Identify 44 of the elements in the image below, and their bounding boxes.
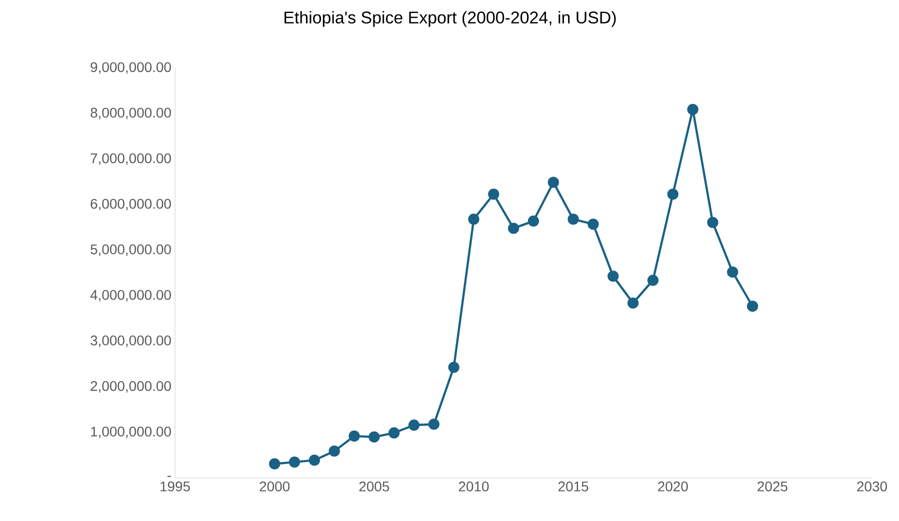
point bbox=[328, 446, 340, 457]
y-tick-label: - bbox=[167, 476, 171, 477]
point bbox=[408, 420, 420, 431]
point bbox=[687, 104, 698, 116]
x-tick-label: 2025 bbox=[758, 481, 788, 492]
point bbox=[488, 188, 500, 200]
point bbox=[288, 456, 300, 468]
x-tick-label: 2010 bbox=[458, 481, 489, 492]
point bbox=[667, 188, 678, 200]
point bbox=[647, 274, 659, 286]
point bbox=[528, 215, 540, 227]
point bbox=[468, 214, 480, 225]
y-tick-label: 9,000,000.00 bbox=[90, 62, 171, 74]
x-tick-label: 2030 bbox=[857, 481, 887, 492]
point bbox=[269, 458, 280, 470]
y-tick-label: 7,000,000.00 bbox=[90, 153, 171, 165]
y-tick-label: 2,000,000.00 bbox=[90, 381, 171, 393]
point bbox=[568, 214, 579, 225]
point bbox=[308, 454, 320, 466]
x-tick-label: 2005 bbox=[359, 481, 390, 492]
x-tick-label: 2015 bbox=[558, 481, 588, 492]
point bbox=[627, 297, 639, 309]
x-tick-label: 2020 bbox=[658, 481, 688, 492]
point bbox=[428, 418, 440, 430]
point bbox=[368, 431, 380, 443]
point bbox=[388, 427, 400, 438]
point bbox=[746, 300, 758, 312]
point bbox=[727, 266, 738, 278]
y-tick-label: 1,000,000.00 bbox=[91, 426, 171, 438]
point bbox=[608, 270, 619, 282]
point bbox=[508, 222, 520, 234]
point bbox=[548, 176, 559, 188]
y-tick-label: 5,000,000.00 bbox=[90, 244, 171, 256]
point bbox=[348, 430, 360, 442]
point bbox=[448, 362, 460, 373]
y-tick-label: 4,000,000.00 bbox=[90, 290, 171, 302]
x-tick-label: 1995 bbox=[160, 481, 190, 492]
y-tick-label: 8,000,000.00 bbox=[90, 108, 171, 120]
x-tick-label: 2000 bbox=[260, 481, 290, 492]
y-tick-label: 6,000,000.00 bbox=[90, 198, 171, 210]
point bbox=[707, 216, 718, 228]
y-tick-label: 3,000,000.00 bbox=[90, 336, 171, 348]
point bbox=[588, 218, 599, 230]
chart-title: Ethiopia's Spice Export (2000-2024, in USD) bbox=[284, 11, 616, 27]
